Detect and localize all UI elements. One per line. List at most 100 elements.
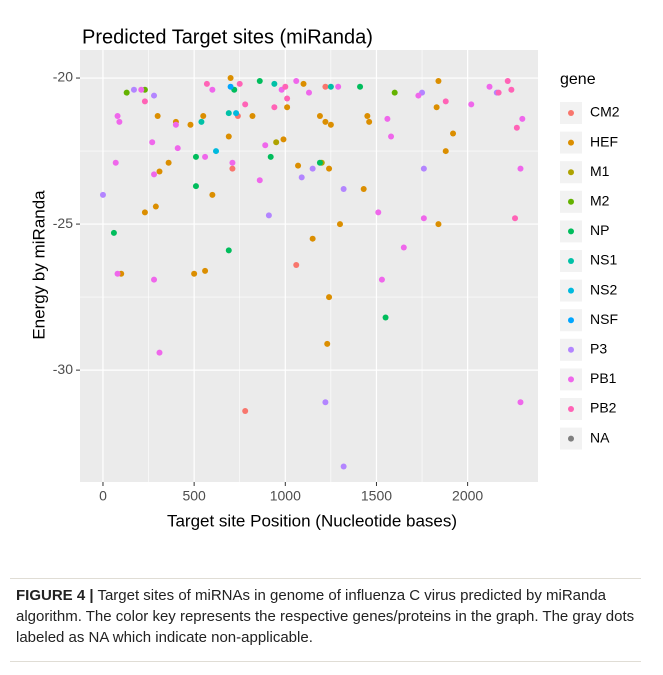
point: [295, 162, 302, 169]
legend-label: NP: [590, 222, 609, 238]
point: [327, 83, 334, 90]
point: [388, 133, 395, 140]
point: [151, 276, 158, 283]
x-tick-label: 1000: [270, 488, 301, 504]
point: [187, 121, 194, 128]
point: [335, 83, 342, 90]
point: [309, 165, 316, 172]
point: [508, 86, 515, 93]
point: [225, 247, 232, 254]
chart: Predicted Target sites (miRanda) Target …: [29, 26, 620, 530]
point: [450, 130, 457, 137]
point: [326, 165, 333, 172]
point: [357, 83, 364, 90]
point: [227, 75, 234, 82]
point: [486, 83, 493, 90]
point: [99, 191, 106, 198]
point: [435, 221, 442, 228]
legend-label: M2: [590, 193, 610, 209]
legend-marker: [568, 258, 574, 264]
point: [280, 136, 287, 143]
point: [262, 142, 269, 149]
point: [360, 186, 367, 193]
point: [517, 165, 524, 172]
x-tick-label: 0: [99, 488, 107, 504]
x-tick-label: 2000: [452, 488, 483, 504]
point: [267, 153, 274, 160]
point: [202, 267, 209, 274]
legend-label: NSF: [590, 311, 618, 327]
point: [382, 314, 389, 321]
point: [138, 86, 145, 93]
point: [324, 340, 331, 347]
legend-label: CM2: [590, 104, 620, 120]
point: [200, 113, 207, 120]
point: [249, 113, 256, 120]
legend-label: NS2: [590, 281, 617, 297]
point: [141, 98, 148, 105]
point: [242, 101, 249, 108]
point: [420, 165, 427, 172]
point: [114, 113, 121, 120]
point: [265, 212, 272, 219]
legend-label: NA: [590, 429, 610, 445]
point: [165, 159, 172, 166]
legend-marker: [568, 406, 574, 412]
legend-marker: [568, 376, 574, 383]
x-axis-label: Target site Position (Nucleotide bases): [167, 511, 457, 530]
legend-label: HEF: [590, 133, 618, 149]
point: [316, 159, 323, 166]
point: [229, 159, 236, 166]
legend-marker: [568, 346, 574, 353]
point: [519, 115, 526, 122]
point: [435, 77, 442, 84]
point: [130, 86, 137, 93]
point: [282, 83, 289, 90]
point: [151, 92, 158, 99]
x-tick-label: 500: [182, 488, 206, 504]
point: [273, 139, 280, 146]
caption-text: Target sites of miRNAs in genome of infl…: [16, 587, 635, 646]
point: [141, 209, 148, 216]
point: [192, 153, 199, 160]
point: [236, 80, 243, 87]
point: [442, 98, 449, 105]
point: [298, 174, 305, 181]
point: [156, 168, 163, 175]
point: [433, 104, 440, 111]
point: [468, 101, 475, 108]
point: [256, 77, 263, 84]
point: [209, 191, 216, 198]
point: [112, 159, 119, 166]
point: [256, 177, 263, 184]
point: [242, 408, 249, 415]
legend-marker: [568, 110, 574, 116]
y-tick-label: -25: [53, 215, 73, 231]
point: [156, 349, 163, 356]
legend-label: PB2: [590, 400, 617, 416]
point: [172, 121, 179, 128]
point: [322, 399, 329, 406]
point: [340, 463, 347, 470]
point: [415, 92, 422, 99]
legend-marker: [568, 435, 574, 442]
point: [293, 77, 300, 84]
point: [340, 186, 347, 193]
point: [209, 86, 216, 93]
point: [284, 104, 291, 111]
point: [442, 148, 449, 155]
point: [378, 276, 385, 283]
point: [191, 270, 198, 277]
legend-marker: [568, 228, 574, 235]
legend-marker: [568, 169, 574, 176]
point: [495, 89, 502, 96]
point: [306, 89, 312, 96]
point: [420, 215, 427, 222]
point: [151, 171, 158, 178]
point: [384, 115, 391, 122]
point: [327, 121, 334, 128]
point: [198, 118, 205, 125]
point: [300, 80, 307, 87]
point: [114, 270, 121, 277]
